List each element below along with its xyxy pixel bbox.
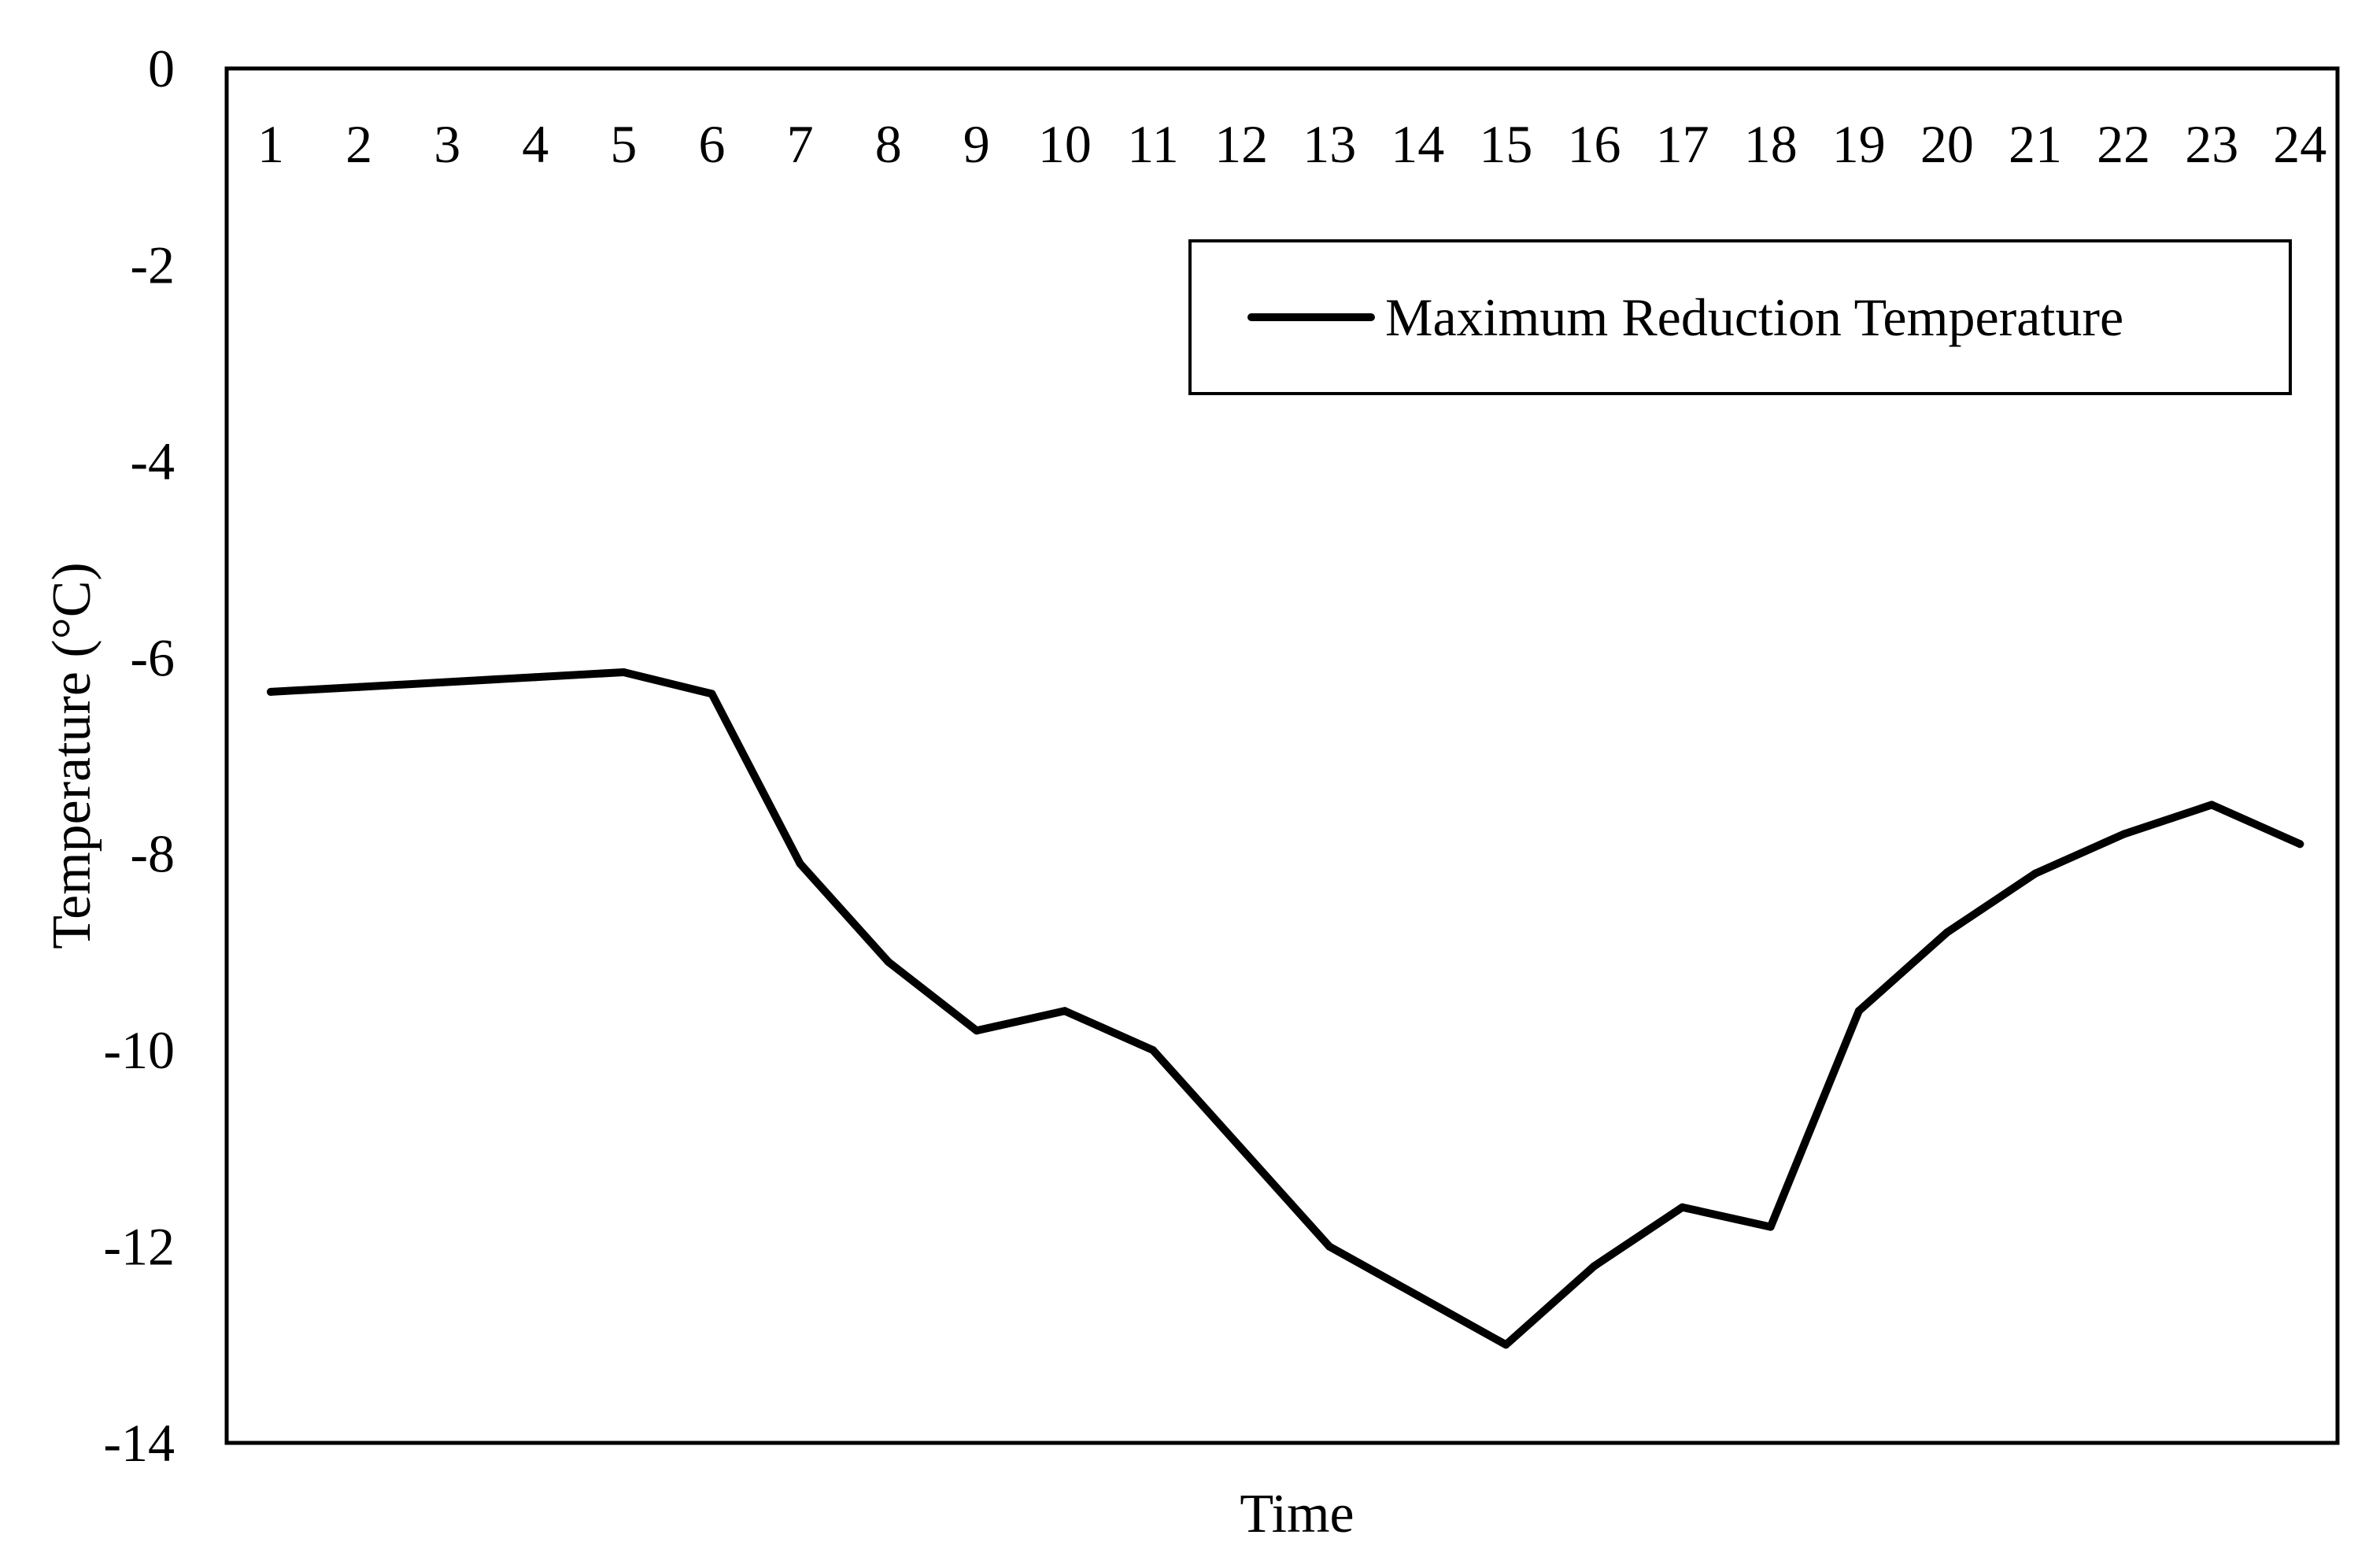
x-tick-label: 16 xyxy=(1568,114,1621,174)
x-tick-label: 4 xyxy=(522,114,549,174)
data-point xyxy=(531,673,540,682)
data-point xyxy=(1854,1007,1863,1015)
data-point xyxy=(1414,1291,1422,1300)
y-axis-title: Temperature (°C) xyxy=(42,562,102,949)
x-tick-label: 3 xyxy=(434,114,460,174)
data-point xyxy=(796,860,804,868)
x-tick-labels: 1 2 3 4 5 6 7 8 9 10 11 12 13 14 15 16 17 18 19 20 21 22 23 24 xyxy=(257,114,2326,174)
data-point xyxy=(355,682,364,691)
data-point xyxy=(1237,1144,1246,1152)
data-point xyxy=(1502,1341,1510,1349)
x-tick-label: 17 xyxy=(1656,114,1709,174)
x-tick-label: 10 xyxy=(1038,114,1092,174)
data-point xyxy=(708,690,716,698)
x-tick-label: 7 xyxy=(787,114,814,174)
data-point xyxy=(2296,840,2304,849)
x-tick-label: 5 xyxy=(610,114,637,174)
x-tick-label: 6 xyxy=(699,114,726,174)
legend: Maximum Reduction Temperature xyxy=(1188,239,2292,395)
x-axis-title: Time xyxy=(1240,1484,1354,1544)
data-point xyxy=(1325,1242,1334,1251)
x-tick-label: 23 xyxy=(2185,114,2238,174)
data-point xyxy=(1060,1007,1069,1015)
x-tick-label: 11 xyxy=(1127,114,1178,174)
data-point xyxy=(1590,1262,1598,1270)
x-tick-label: 18 xyxy=(1744,114,1798,174)
x-tick-label: 12 xyxy=(1214,114,1268,174)
data-point xyxy=(1149,1046,1157,1055)
y-tick-label: -10 xyxy=(103,1020,175,1080)
x-tick-label: 1 xyxy=(257,114,284,174)
y-tick-label: -4 xyxy=(130,431,175,491)
data-points xyxy=(267,668,2304,1349)
data-point xyxy=(972,1026,981,1035)
x-tick-label: 14 xyxy=(1391,114,1444,174)
y-tick-label: 0 xyxy=(148,39,175,98)
y-tick-label: -2 xyxy=(130,235,175,294)
x-tick-label: 8 xyxy=(875,114,902,174)
x-tick-label: 22 xyxy=(2097,114,2150,174)
x-tick-label: 2 xyxy=(346,114,372,174)
data-point xyxy=(884,957,893,966)
x-tick-label: 20 xyxy=(1920,114,1974,174)
plot-frame xyxy=(224,66,2340,1445)
data-point xyxy=(1678,1203,1687,1211)
x-tick-label: 13 xyxy=(1303,114,1356,174)
data-point xyxy=(1766,1222,1775,1231)
y-tick-label: -8 xyxy=(130,824,175,884)
data-point xyxy=(2208,801,2216,809)
data-point xyxy=(619,668,628,676)
y-tick-labels: 0 -2 -4 -6 -8 -10 -12 -14 xyxy=(103,39,175,1473)
data-point xyxy=(2119,830,2128,838)
x-tick-label: 19 xyxy=(1832,114,1886,174)
legend-label: Maximum Reduction Temperature xyxy=(1385,287,2123,347)
x-tick-label: 24 xyxy=(2273,114,2326,174)
x-tick-label: 9 xyxy=(963,114,990,174)
data-point xyxy=(1942,928,1951,937)
data-point xyxy=(443,678,452,686)
y-tick-label: -14 xyxy=(103,1413,175,1473)
x-tick-label: 21 xyxy=(2009,114,2062,174)
x-tick-label: 15 xyxy=(1479,114,1532,174)
y-tick-label: -12 xyxy=(103,1217,175,1277)
data-point xyxy=(267,687,275,696)
series-line-maximum-reduction-temperature xyxy=(267,668,2304,1349)
y-tick-label: -6 xyxy=(130,627,175,687)
data-point xyxy=(2031,869,2039,878)
